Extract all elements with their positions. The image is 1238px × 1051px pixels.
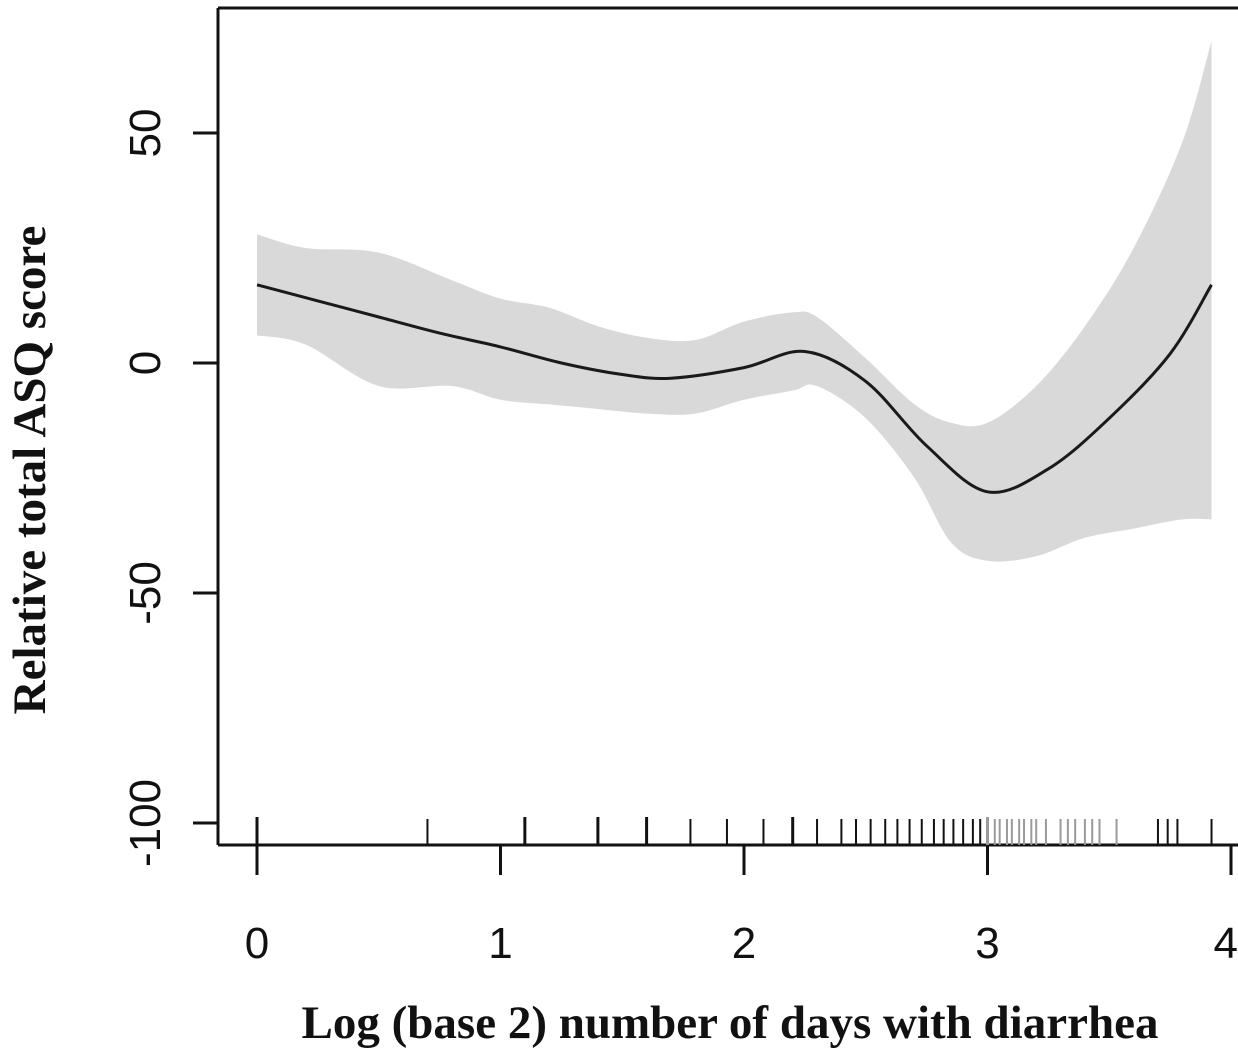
x-axis-label: Log (base 2) number of days with diarrhe… bbox=[302, 997, 1159, 1049]
x-tick-label: 2 bbox=[732, 919, 756, 968]
x-tick-label: 4 bbox=[1214, 919, 1238, 968]
x-tick-label: 3 bbox=[975, 919, 999, 968]
y-axis: -100 -50 0 50 bbox=[121, 109, 218, 867]
x-tick-label: 0 bbox=[245, 919, 269, 968]
confidence-band bbox=[257, 41, 1212, 562]
rug-marks bbox=[255, 817, 1213, 845]
y-tick-label: 50 bbox=[121, 109, 170, 158]
y-axis-label: Relative total ASQ score bbox=[4, 226, 56, 715]
fitted-line bbox=[256, 283, 1213, 494]
y-tick-label: -50 bbox=[121, 561, 170, 625]
y-tick-label: 0 bbox=[121, 351, 170, 375]
y-tick-label: -100 bbox=[121, 779, 170, 867]
x-axis: 0 1 2 3 4 bbox=[245, 845, 1238, 968]
confidence-band-layer bbox=[257, 41, 1212, 562]
x-tick-label: 1 bbox=[488, 919, 512, 968]
smooth-line-layer bbox=[256, 283, 1213, 494]
